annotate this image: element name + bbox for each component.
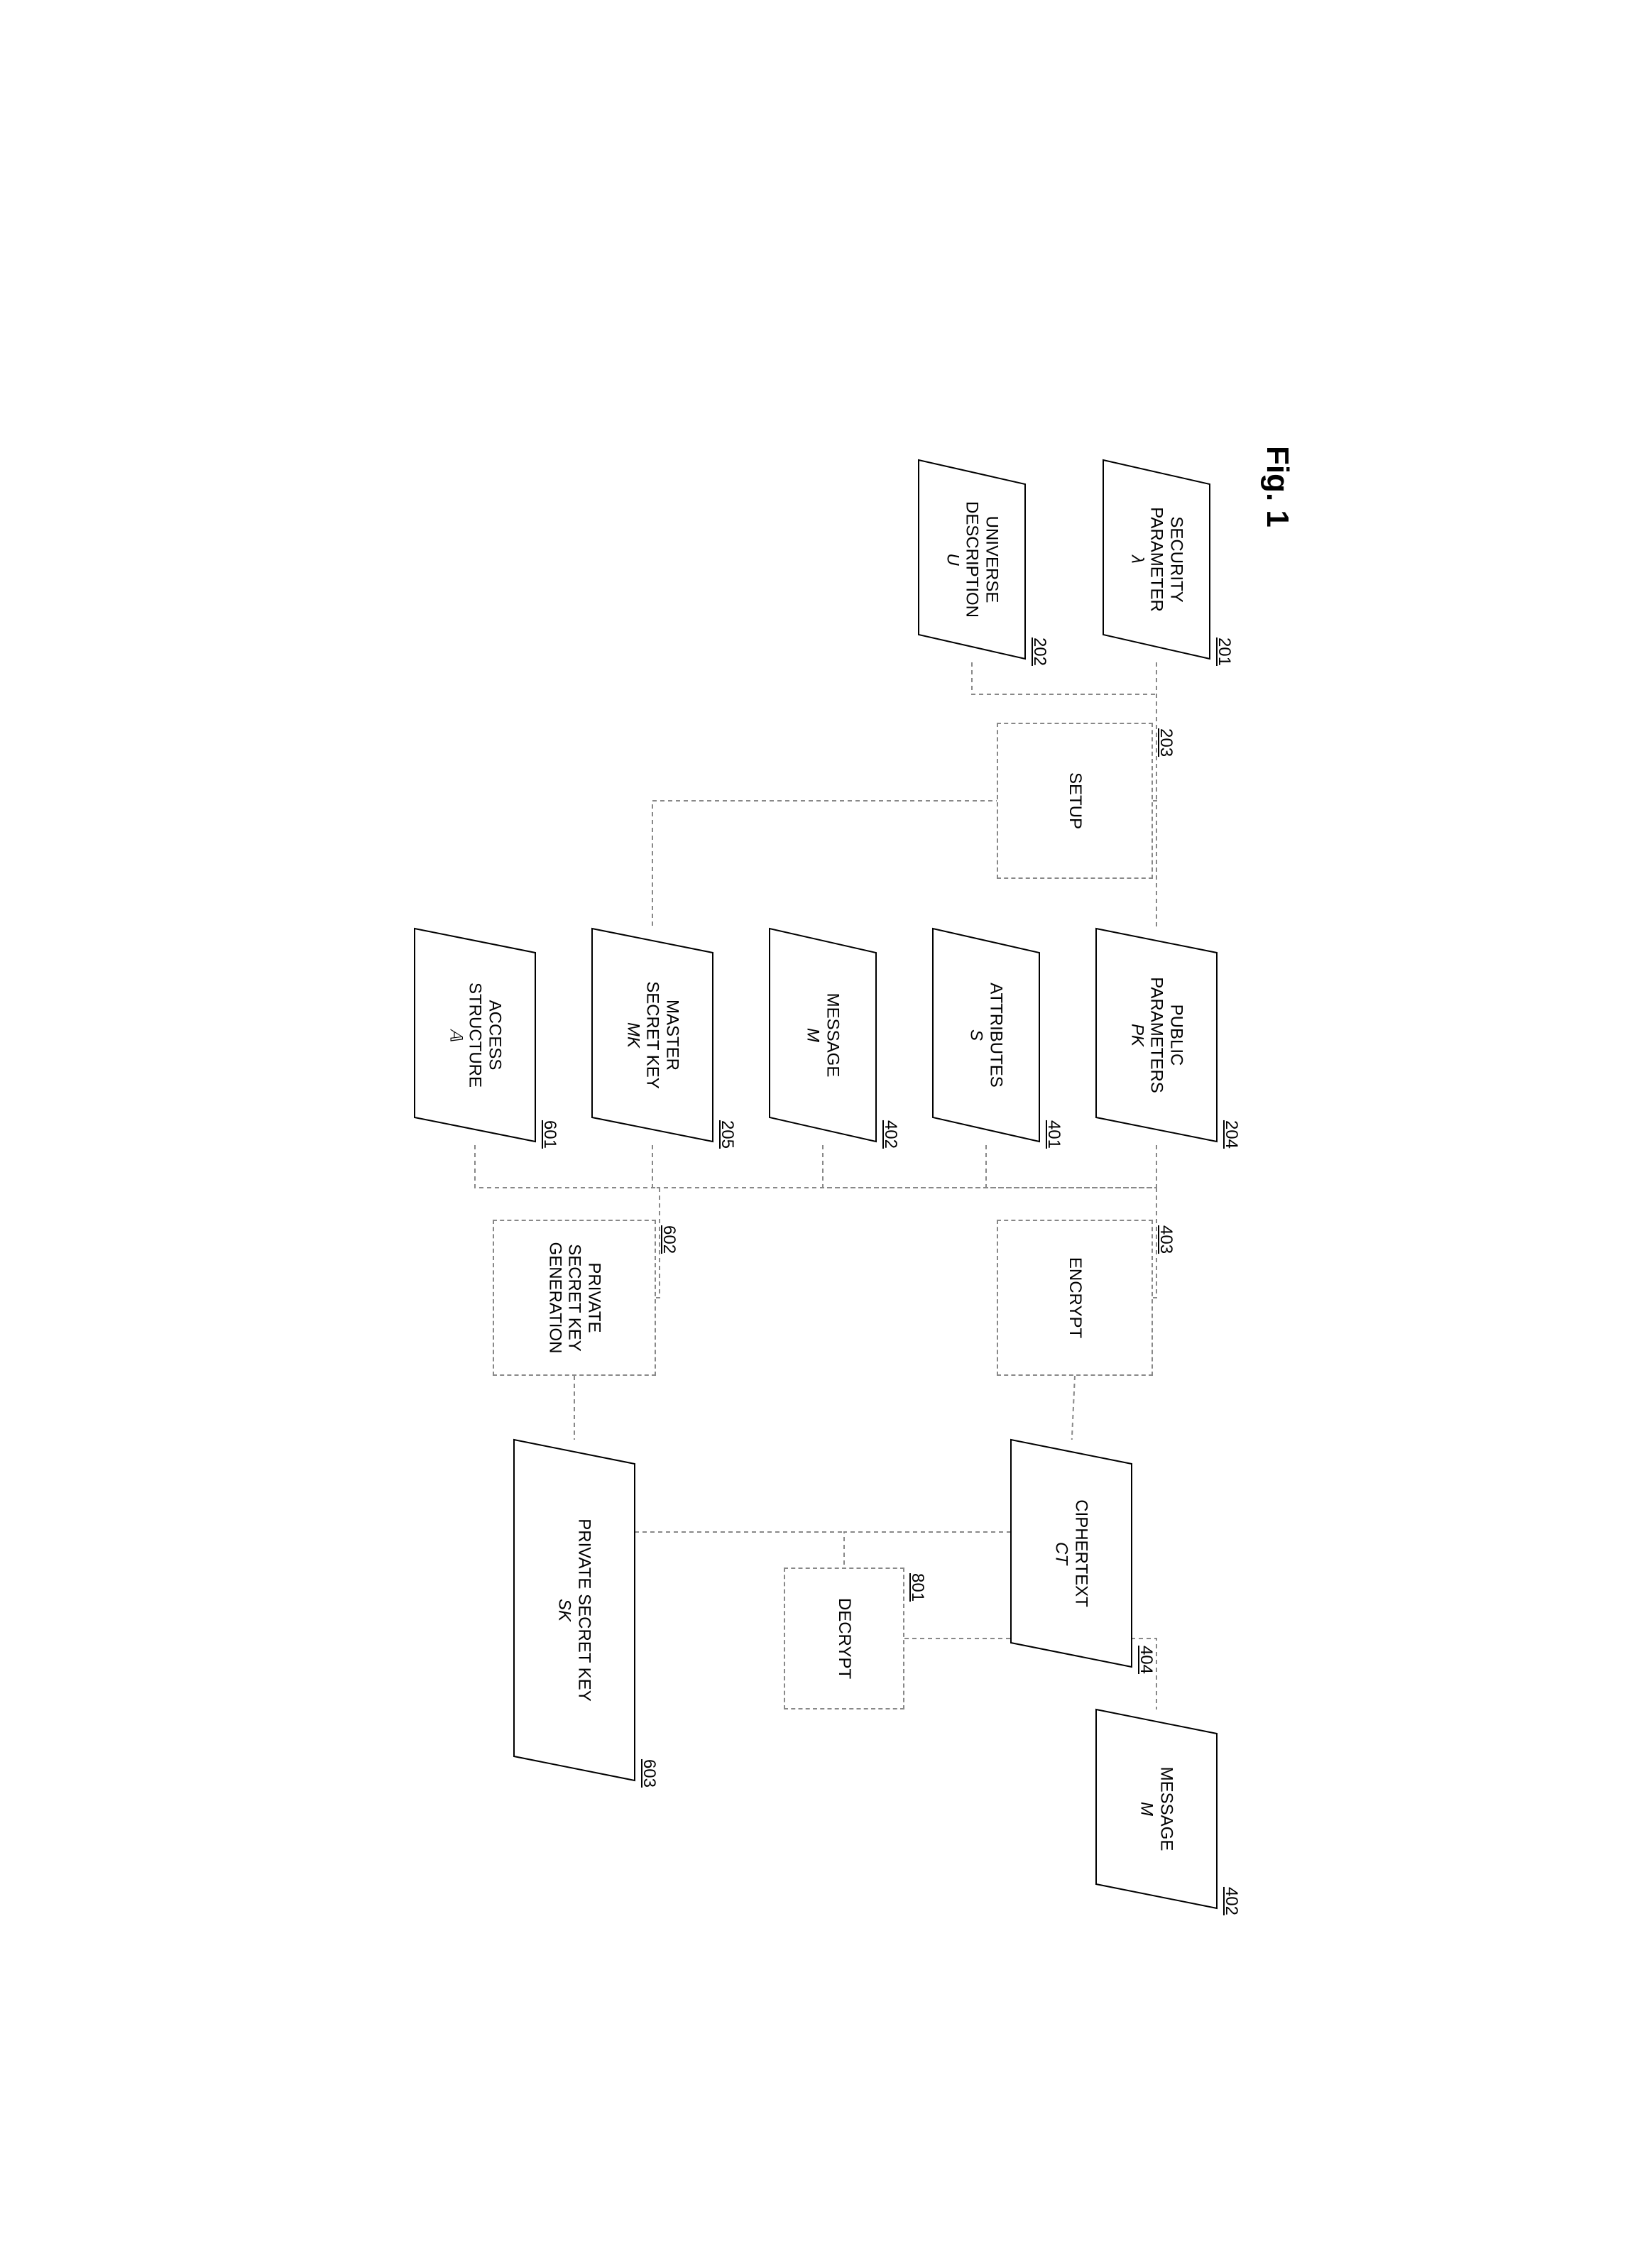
node-setup: SETUP203 — [997, 723, 1153, 879]
ref-number: 201 — [1214, 637, 1234, 665]
node-mk: MASTERSECRET KEYMK205 — [592, 929, 713, 1142]
ref-number: 601 — [540, 1120, 559, 1148]
node-label: ACCESSSTRUCTURE𝔸 — [445, 929, 504, 1142]
ref-number: 801 — [907, 1573, 927, 1602]
node-label: MESSAGEM — [803, 929, 842, 1142]
node-enc: ENCRYPT403 — [997, 1220, 1153, 1376]
node-msg2: MESSAGEM402 — [1096, 1709, 1217, 1908]
node-label: PUBLICPARAMETERSPK — [1127, 929, 1186, 1142]
node-dec: DECRYPT801 — [784, 1568, 904, 1709]
node-msg1: MESSAGEM402 — [770, 929, 876, 1142]
node-label: MESSAGEM — [1137, 1709, 1176, 1908]
ref-number: 204 — [1221, 1120, 1241, 1148]
ref-number: 404 — [1136, 1645, 1156, 1673]
ref-number: 203 — [1156, 728, 1176, 757]
node-label: ATTRIBUTESS — [966, 929, 1005, 1142]
node-label: SETUP — [1065, 724, 1085, 877]
node-label: DECRYPT — [834, 1569, 854, 1708]
ref-number: 403 — [1156, 1225, 1176, 1254]
node-pkg: PRIVATESECRET KEYGENERATION602 — [493, 1220, 656, 1376]
ref-number: 603 — [639, 1758, 659, 1787]
node-label: MASTERSECRET KEYMK — [623, 929, 682, 1142]
node-univ: UNIVERSEDESCRIPTIONU202 — [919, 460, 1025, 659]
ref-number: 401 — [1044, 1120, 1063, 1148]
node-label: PRIVATESECRET KEYGENERATION — [545, 1221, 603, 1374]
ref-number: 402 — [1221, 1886, 1241, 1915]
node-acc: ACCESSSTRUCTURE𝔸601 — [415, 929, 535, 1142]
node-psk: PRIVATE SECRET KEYSK603 — [514, 1440, 635, 1780]
node-label: CIPHERTEXTCT — [1051, 1440, 1090, 1667]
figure-title: Fig. 1 — [1259, 446, 1295, 527]
ref-number: 402 — [880, 1120, 900, 1148]
node-label: SECURITYPARAMETERλ — [1127, 460, 1186, 659]
node-attr: ATTRIBUTESS401 — [933, 929, 1039, 1142]
node-label: PRIVATE SECRET KEYSK — [554, 1440, 593, 1780]
node-label: ENCRYPT — [1065, 1221, 1085, 1374]
ref-number: 205 — [717, 1120, 737, 1148]
ref-number: 602 — [659, 1225, 679, 1254]
node-sec: SECURITYPARAMETERλ201 — [1103, 460, 1210, 659]
node-label: UNIVERSEDESCRIPTIONU — [942, 460, 1001, 659]
node-pk: PUBLICPARAMETERSPK204 — [1096, 929, 1217, 1142]
ref-number: 202 — [1029, 637, 1049, 665]
node-ct: CIPHERTEXTCT404 — [1011, 1440, 1132, 1667]
